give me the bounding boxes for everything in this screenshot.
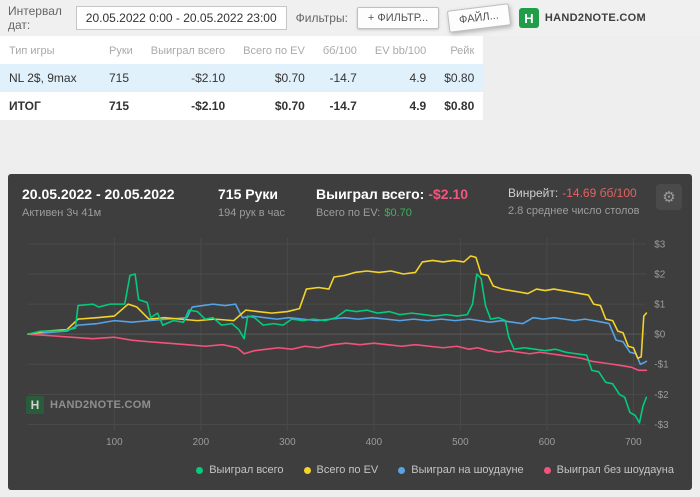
svg-text:-$3: -$3 [654,420,669,431]
legend-label: Выиграл всего [209,464,284,476]
table-header-row: Тип игры Руки Выиграл всего Всего по EV … [0,36,483,64]
header-game-type: Тип игры [9,45,55,57]
legend-dot-pink [543,466,551,474]
stats-table: Тип игры Руки Выиграл всего Всего по EV … [0,36,484,120]
cell-ev-bb100: 4.9 [365,64,436,92]
watermark-text: HAND2NOTE.COM [50,399,152,411]
header-ev: Всего по EV [243,45,305,57]
add-filter-button[interactable]: + ФИЛЬТР... [356,7,440,29]
cell-won: -$2.10 [141,64,235,92]
active-time: Активен 3ч 41м [22,207,102,219]
interval-label: Интервал дат: [8,4,62,32]
panel-date-range: 20.05.2022 - 20.05.2022 [22,186,175,202]
header-rake: Рейк [450,45,475,57]
winrate-label: Винрейт: [508,186,559,200]
chart-legend: Выиграл всего Всего по EV Выиграл на шоу… [8,458,692,486]
stats-table-card: Тип игры Руки Выиграл всего Всего по EV … [0,36,484,120]
file-button[interactable]: ФАЙЛ... [447,3,512,33]
winrate-value: -14.69 бб/100 [562,186,637,200]
ev-label: Всего по EV: [316,207,381,219]
cell-rake: $0.80 [444,99,475,113]
svg-text:-$2: -$2 [654,390,668,401]
svg-text:$2: $2 [654,269,665,280]
avg-tables: 2.8 среднее число столов [508,205,640,217]
svg-text:$1: $1 [654,300,665,311]
toolbar: Интервал дат: 20.05.2022 0:00 - 20.05.20… [0,0,700,36]
winnings-chart: 100 200 300 400 500 600 700 $3 $2 $1 $0 -$1 -$2 -$3 [27,237,669,448]
header-ev-bb100: EV bb/100 [374,45,427,57]
legend-label: Всего по EV [316,464,379,476]
legend-item-ev[interactable]: Всего по EV [303,464,379,476]
svg-text:600: 600 [539,437,556,448]
svg-text:700: 700 [625,437,642,448]
stat-winrate: Винрейт: -14.69 бб/100 2.8 среднее число … [508,186,678,219]
won-value: -$2.10 [428,186,469,202]
svg-text:300: 300 [279,437,296,448]
legend-label: Выиграл на шоудауне [411,464,524,476]
legend-label: Выиграл без шоудауна [556,464,674,476]
chart-area: 100 200 300 400 500 600 700 $3 $2 $1 $0 -$1 -$2 -$3 H… [8,228,692,458]
panel-header: 20.05.2022 - 20.05.2022 Активен 3ч 41м 7… [8,174,692,228]
svg-text:200: 200 [193,437,210,448]
legend-item-showdown[interactable]: Выиграл на шоудауне [398,464,524,476]
legend-item-non-showdown[interactable]: Выиграл без шоудауна [543,464,674,476]
stat-winnings: Выиграл всего: -$2.10 Всего по EV: $0.70 [316,186,508,219]
report-panel: 20.05.2022 - 20.05.2022 Активен 3ч 41м 7… [8,174,692,490]
svg-text:$3: $3 [654,239,666,250]
hand2note-logo-icon: H [26,396,44,414]
cell-game-type: NL 2$, 9max [0,64,100,92]
cell-rake: $0.80 [435,64,484,92]
stat-date-range: 20.05.2022 - 20.05.2022 Активен 3ч 41м [22,186,218,219]
watermark: H HAND2NOTE.COM [26,396,151,414]
header-hands: Руки [109,45,133,57]
svg-text:400: 400 [366,437,383,448]
stat-hands: 715 Руки 194 рук в час [218,186,316,219]
cell-hands: 715 [109,99,130,113]
table-row[interactable]: NL 2$, 9max 715 -$2.10 $0.70 -14.7 4.9 $… [0,64,484,92]
cell-bb100: -14.7 [329,99,357,113]
brand-text: HAND2NOTE.COM [544,12,646,24]
legend-item-total-won[interactable]: Выиграл всего [196,464,284,476]
legend-dot-yellow [303,466,311,474]
cell-hands: 715 [100,64,142,92]
svg-text:-$1: -$1 [654,360,668,371]
brand: H HAND2NOTE.COM [518,8,646,28]
ev-value: $0.70 [384,207,412,219]
cell-won: -$2.10 [191,99,226,113]
settings-gear-icon[interactable]: ⚙ [656,184,682,210]
date-range-input[interactable]: 20.05.2022 0:00 - 20.05.2022 23:00 [75,6,287,30]
svg-text:500: 500 [452,437,469,448]
hands-per-hour: 194 рук в час [218,207,286,219]
cell-ev-bb100: 4.9 [409,99,427,113]
cell-ev: $0.70 [234,64,314,92]
svg-text:$0: $0 [654,330,666,341]
filters-label: Фильтры: [295,11,348,25]
table-row-total[interactable]: ИТОГ 715 -$2.10 $0.70 -14.7 4.9 $0.80 [0,92,483,120]
cell-game-type: ИТОГ [9,99,41,113]
cell-bb100: -14.7 [313,64,366,92]
hand2note-logo-icon: H [518,8,539,28]
hands-total: 715 Руки [218,186,278,202]
cell-ev: $0.70 [274,99,305,113]
svg-text:100: 100 [106,437,123,448]
won-label: Выиграл всего: [316,186,425,202]
header-bb100: бб/100 [322,45,357,57]
legend-dot-blue [398,466,406,474]
header-won: Выиграл всего [150,45,226,57]
legend-dot-green [196,466,204,474]
